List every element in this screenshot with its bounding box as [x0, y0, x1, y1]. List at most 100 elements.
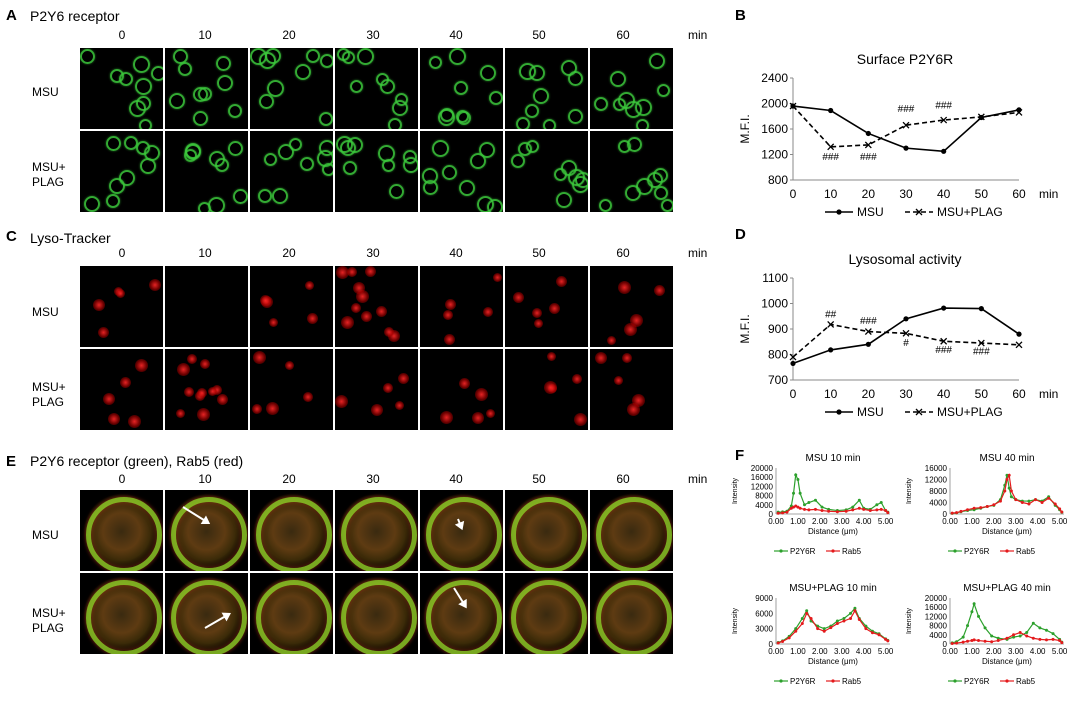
green-cell	[208, 197, 225, 212]
data-point	[992, 503, 996, 507]
green-cell	[259, 52, 276, 69]
micrograph-tile	[165, 573, 248, 654]
time-label: 0	[118, 28, 126, 42]
legend-label: Rab5	[1016, 677, 1036, 686]
row-label-msu-plag: MSU+ PLAG	[32, 606, 66, 636]
y-tick-label: 4000	[755, 501, 773, 510]
red-cell	[544, 381, 557, 394]
data-point	[798, 506, 802, 510]
red-cell	[135, 359, 148, 372]
x-tick-label: 1.00	[790, 517, 806, 526]
data-point	[787, 636, 791, 640]
panel-a-title: P2Y6 receptor	[30, 8, 120, 24]
x-tick-label: 20	[862, 187, 876, 201]
cell-membrane	[341, 580, 417, 654]
micrograph-tile	[250, 573, 333, 654]
row-label-msu-plag: MSU+ PLAG	[32, 380, 66, 410]
data-point	[794, 627, 798, 631]
data-point	[1060, 641, 1064, 645]
data-point	[816, 627, 820, 631]
data-point	[822, 629, 826, 633]
data-point	[828, 347, 834, 353]
red-cell	[622, 353, 632, 363]
green-cell	[449, 48, 466, 65]
y-tick-label: 20000	[751, 464, 774, 473]
time-label: 60	[616, 246, 630, 260]
data-point	[849, 611, 853, 615]
data-point	[1040, 501, 1044, 504]
data-point	[879, 501, 883, 504]
micrograph-tile	[335, 48, 418, 129]
y-tick-label: 0	[769, 510, 774, 519]
panel-letter-d: D	[735, 226, 746, 243]
data-point	[884, 509, 888, 513]
data-point	[829, 626, 833, 630]
green-cell	[185, 144, 201, 160]
data-point	[1031, 621, 1035, 625]
x-tick-label: 2.00	[986, 517, 1002, 526]
green-cell	[357, 48, 374, 65]
green-cell	[264, 153, 277, 166]
y-tick-label: 900	[768, 322, 788, 336]
legend-marker	[836, 409, 842, 415]
legend-marker	[915, 408, 923, 416]
data-point	[879, 507, 883, 511]
green-cell	[440, 108, 454, 122]
red-cell	[93, 299, 105, 311]
x-tick-label: 2.00	[986, 647, 1002, 656]
data-point	[941, 148, 947, 154]
green-cell	[106, 136, 121, 151]
data-point	[851, 505, 855, 509]
x-tick-label: 10	[824, 387, 838, 401]
data-point	[828, 107, 834, 114]
row-label-msu: MSU	[32, 85, 59, 99]
cell-membrane	[596, 497, 672, 571]
data-point	[785, 510, 789, 514]
red-cell	[532, 308, 542, 318]
red-cell	[556, 276, 567, 287]
x-tick-label: 0.00	[768, 647, 784, 656]
cell-membrane	[426, 580, 502, 654]
legend-marker	[831, 549, 835, 553]
green-cell	[259, 94, 274, 109]
x-tick-label: 20	[862, 387, 876, 401]
green-cell	[525, 104, 539, 118]
x-tick-label: 5.00	[1052, 647, 1068, 656]
data-point	[998, 499, 1002, 503]
panel-e-title: P2Y6 receptor (green), Rab5 (red)	[30, 453, 244, 469]
x-tick-label: 50	[975, 187, 989, 201]
red-cell	[383, 383, 393, 393]
y-tick-label: 4000	[929, 499, 947, 508]
panel-e-time-header: 0 10 20 30 40 50 60 min	[0, 472, 720, 488]
data-point	[835, 622, 839, 626]
green-cell	[228, 141, 243, 156]
micrograph-tile	[250, 131, 333, 212]
time-label: 50	[532, 472, 546, 486]
red-cell	[361, 311, 372, 322]
micrograph-tile	[335, 490, 418, 571]
data-point	[789, 102, 797, 110]
green-cell	[388, 118, 402, 129]
micrograph-tile	[590, 490, 673, 571]
red-cell	[260, 295, 271, 306]
x-tick-label: 2.00	[812, 647, 828, 656]
y-axis-label: M.F.I.	[738, 314, 752, 343]
x-tick-label: 30	[899, 187, 913, 201]
x-tick-label: 60	[1012, 187, 1026, 201]
legend-marker	[831, 679, 835, 683]
y-tick-label: 12000	[925, 476, 948, 485]
time-label: 20	[282, 246, 296, 260]
data-point	[1031, 636, 1035, 640]
green-cell	[133, 56, 150, 73]
y-axis-label: M.F.I.	[738, 114, 752, 143]
series-line	[777, 607, 889, 644]
y-tick-label: 3000	[755, 625, 773, 634]
green-cell	[392, 100, 408, 116]
green-cell	[599, 199, 612, 212]
micrograph-tile	[590, 266, 673, 347]
data-point	[776, 511, 780, 515]
data-point	[1009, 489, 1013, 493]
red-cell	[595, 352, 607, 364]
green-cell	[151, 66, 163, 81]
micrograph-tile	[165, 490, 248, 571]
